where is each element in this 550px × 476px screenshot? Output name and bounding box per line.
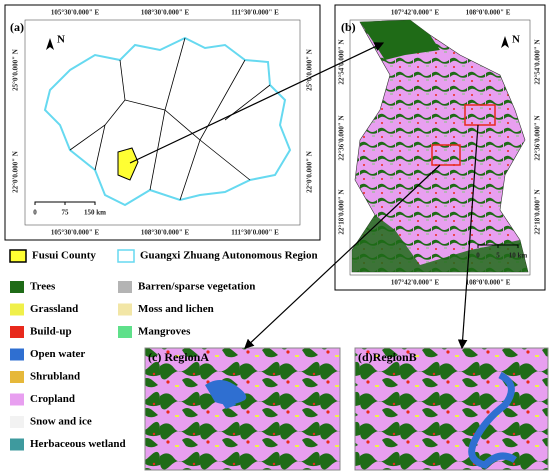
legend-swatch (10, 326, 24, 338)
panel-label: (b) (341, 20, 356, 34)
fusui-county (117, 147, 139, 181)
coordinate-label: 105°30'0.000" E (51, 9, 100, 17)
legend-swatch (10, 281, 24, 293)
coordinate-label: 25°0'0.000" N (306, 49, 314, 91)
scale-label: 0 (33, 209, 37, 217)
coordinate-label: 22°18'0.000" N (338, 189, 346, 234)
labels: 105°30'0.000" E 108°30'0.000" E 111°30'0.0… (9, 9, 542, 451)
legend-swatch (10, 371, 24, 383)
coordinate-label: 107°42'0.000" E (391, 9, 440, 17)
legend-label: Grassland (30, 303, 78, 315)
water-body (220, 397, 236, 409)
legend-swatch (9, 249, 27, 263)
legend-label: Cropland (30, 393, 75, 405)
coordinate-label: 22°0'0.000" N (306, 151, 314, 193)
north-arrow (501, 36, 509, 48)
panel-a: (a) N (4, 4, 321, 241)
forest-area (352, 215, 528, 272)
north-label: N (512, 34, 520, 46)
scale-bar (34, 201, 96, 205)
coordinate-label: 22°36'0.000" N (534, 115, 542, 160)
north-arrow (46, 38, 54, 50)
coordinate-label: 108°30'0.000" E (141, 229, 190, 237)
coordinate-label: 108°30'0.000" E (141, 9, 190, 17)
scale-label: 75 (62, 209, 70, 217)
water-body (205, 380, 247, 405)
legend-label: Open water (30, 348, 85, 360)
panel-label: (d)RegionB (358, 350, 417, 364)
legend-label: Fusui County (32, 250, 96, 262)
scale-bar (477, 244, 519, 248)
scale-label: 5 (496, 252, 500, 260)
north-label: N (57, 34, 65, 46)
arrow (244, 164, 441, 349)
coordinate-label: 25°0'0.000" N (12, 49, 20, 91)
legend-label: Moss and lichen (138, 303, 214, 315)
region-a-box (464, 104, 496, 126)
legend-swatch (10, 303, 24, 316)
legend-label: Build-up (30, 326, 72, 338)
legend-label: Shrubland (30, 371, 80, 383)
coordinate-label: 22°18'0.000" N (534, 189, 542, 234)
region-b-box (431, 144, 461, 166)
scale-label: 0 (476, 252, 480, 260)
legend-label: Snow and ice (30, 416, 92, 428)
coordinate-label: 111°30'0.000" E (231, 229, 279, 237)
legend-swatch (10, 438, 24, 451)
coordinate-label: 22°36'0.000" N (338, 115, 346, 160)
legend-swatch (10, 393, 24, 406)
legend-swatch (117, 249, 135, 263)
legend-swatch (118, 281, 132, 293)
coordinate-label: 22°0'0.000" N (12, 151, 20, 193)
legend-swatch (10, 416, 24, 428)
coordinate-label: 107°42'0.000" E (391, 279, 440, 287)
legend-label: Mangroves (138, 326, 191, 338)
coordinate-label: 22°54'0.000" N (338, 39, 346, 84)
legend-label: Barren/sparse vegetation (138, 281, 255, 293)
scale-label: 10 km (509, 252, 528, 260)
panel-label: (c) RegionA (148, 350, 209, 364)
arrow (129, 42, 385, 164)
legend-swatch (118, 303, 132, 316)
panel-label: (a) (10, 20, 24, 34)
region-b-map (354, 347, 549, 471)
coordinate-label: 111°30'0.000" E (231, 9, 279, 17)
legend-label: Guangxi Zhuang Autonomous Region (140, 250, 318, 262)
coordinate-label: 108°0'0.000" E (466, 279, 511, 287)
panel-b: (b) N (334, 4, 546, 291)
region-a-map (144, 347, 341, 471)
legend-label: Trees (30, 281, 56, 293)
coordinate-label: 108°0'0.000" E (466, 9, 511, 17)
legend-swatch (118, 326, 132, 338)
legend-swatch (10, 348, 24, 361)
scale-label: 150 km (84, 209, 106, 217)
arrow (457, 124, 479, 350)
coordinate-label: 105°30'0.000" E (51, 229, 100, 237)
coordinate-label: 22°54'0.000" N (534, 39, 542, 84)
river (468, 371, 517, 469)
legend-label: Herbaceous wetland (30, 438, 126, 450)
